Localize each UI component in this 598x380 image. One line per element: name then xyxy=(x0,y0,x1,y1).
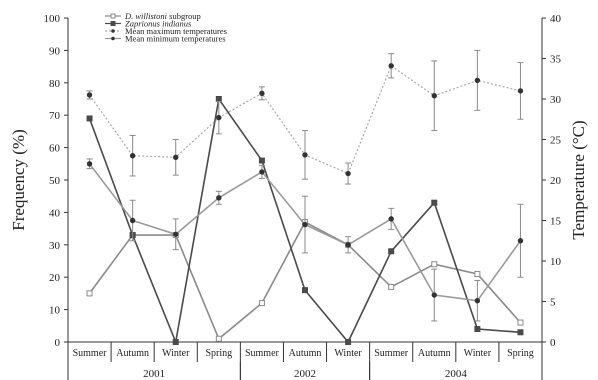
y2-tick-label: 30 xyxy=(550,94,562,106)
data-point xyxy=(259,169,265,175)
legend-swatch-marker xyxy=(110,13,116,19)
series-group xyxy=(86,49,524,185)
data-point xyxy=(345,339,352,345)
series-layer xyxy=(86,49,524,345)
data-point xyxy=(517,329,524,336)
y-axis-title: Frequency (%) xyxy=(9,129,28,231)
y2-tick-label: 40 xyxy=(550,13,562,25)
data-point xyxy=(302,287,308,294)
data-point xyxy=(474,77,481,84)
legend-label: Mean minimum temperatures xyxy=(125,34,226,44)
legend-series-name: Mean minimum temperatures xyxy=(125,34,226,44)
x-tick-label: Summer xyxy=(374,348,409,359)
data-point xyxy=(302,221,308,228)
y2-tick-label: 20 xyxy=(550,175,562,187)
x-tick-label: Summer xyxy=(245,348,280,359)
y2-tick-label: 0 xyxy=(550,337,556,349)
data-point xyxy=(86,161,93,167)
y2-tick-label: 15 xyxy=(550,216,562,228)
data-point xyxy=(431,261,438,268)
data-point xyxy=(129,153,136,159)
data-point xyxy=(345,242,351,248)
y-tick-label: 10 xyxy=(49,305,61,317)
y-tick-label: 70 xyxy=(49,110,61,122)
legend-series-name: Mean maximum temperatures xyxy=(125,26,227,36)
legend-swatch-marker xyxy=(111,29,115,33)
data-point xyxy=(345,170,351,177)
legend-label: D. willistoni subgroup xyxy=(124,11,201,21)
x-tick-label: Spring xyxy=(507,348,534,359)
data-point xyxy=(388,248,395,255)
data-point xyxy=(86,115,93,122)
y-tick-label: 0 xyxy=(55,337,61,349)
y-tick-label: 50 xyxy=(49,175,61,187)
year-label: 2001 xyxy=(143,368,165,380)
data-point xyxy=(258,300,265,307)
x-tick-label: Winter xyxy=(334,348,362,359)
data-point xyxy=(388,63,394,69)
y2-axis-title: Temperature (°C) xyxy=(569,120,588,239)
data-point xyxy=(431,93,437,99)
x-tick-label: Autumn xyxy=(289,348,322,359)
data-point xyxy=(86,290,93,297)
y-tick-label: 40 xyxy=(49,207,61,219)
data-point xyxy=(173,231,179,237)
data-point xyxy=(302,152,308,158)
x-tick-label: Spring xyxy=(205,348,232,359)
year-label: 2004 xyxy=(445,368,468,380)
data-point xyxy=(216,114,222,121)
legend-swatch-marker xyxy=(111,36,115,41)
data-point xyxy=(474,326,481,333)
y-tick-label: 60 xyxy=(49,143,61,155)
data-point xyxy=(517,88,524,94)
y-tick-label: 20 xyxy=(49,272,61,284)
y2-tick-label: 35 xyxy=(550,54,562,66)
data-point xyxy=(216,195,222,201)
legend-label: Zaprionus indianus xyxy=(125,19,192,29)
y2-tick-label: 10 xyxy=(550,256,562,268)
y2-tick-label: 5 xyxy=(550,297,556,309)
data-point xyxy=(431,199,438,206)
data-point xyxy=(172,339,179,345)
data-point xyxy=(86,92,93,98)
data-point xyxy=(259,90,265,97)
data-point xyxy=(431,292,437,298)
legend-swatch-marker xyxy=(110,21,116,26)
data-point xyxy=(258,157,265,164)
legend-series-suffix: subgroup xyxy=(167,11,201,21)
y-tick-label: 90 xyxy=(49,45,61,57)
series-group xyxy=(86,96,524,345)
data-point xyxy=(474,297,481,304)
legend-series-name: Zaprionus indianus xyxy=(125,19,192,29)
x-tick-label: Summer xyxy=(73,348,108,359)
y-tick-label: 80 xyxy=(49,78,61,90)
data-point xyxy=(388,216,394,222)
x-tick-label: Autumn xyxy=(116,348,149,359)
y2-tick-label: 25 xyxy=(550,135,562,147)
series-group xyxy=(86,158,524,322)
legend-label: Mean maximum temperatures xyxy=(125,26,227,36)
data-point xyxy=(215,335,222,342)
y-tick-label: 30 xyxy=(49,240,61,252)
x-tick-label: Winter xyxy=(464,348,492,359)
x-tick-label: Winter xyxy=(162,348,190,359)
data-point xyxy=(215,96,222,102)
year-label: 2002 xyxy=(294,368,316,380)
data-point xyxy=(517,238,524,244)
data-point xyxy=(388,283,395,290)
axes-layer: 0 10 20 30 40 50 60 70 80 90 100 0 5 10 15 20 25 30 35 40 Su… xyxy=(44,13,562,380)
y-tick-label: 100 xyxy=(44,13,61,25)
legend-series-name: D. willistoni xyxy=(124,11,168,21)
x-tick-label: Autumn xyxy=(418,348,451,359)
data-point xyxy=(517,319,524,326)
data-point xyxy=(173,154,179,161)
data-point xyxy=(474,270,481,277)
data-point xyxy=(129,217,136,224)
